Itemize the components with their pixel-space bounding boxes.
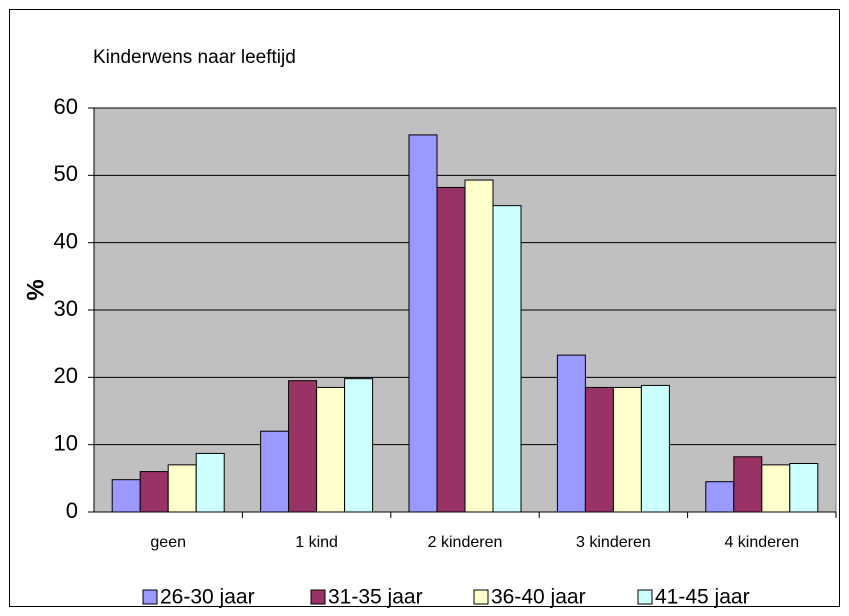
- bar: [111, 479, 141, 513]
- bar: [436, 186, 466, 513]
- legend-swatch: [142, 589, 158, 605]
- chart-title: Kinderwens naar leeftijd: [93, 47, 296, 68]
- bar: [260, 430, 290, 513]
- x-tick-label: 3 kinderen: [576, 534, 651, 551]
- y-tick-label: 10: [54, 430, 78, 455]
- x-tick-label: 1 kind: [295, 534, 338, 551]
- bar: [556, 354, 586, 513]
- bar: [316, 386, 346, 513]
- y-tick-label: 0: [66, 498, 78, 523]
- y-tick-label: 60: [54, 94, 78, 119]
- legend-label: 36-40 jaar: [491, 586, 586, 609]
- bar: [344, 378, 374, 513]
- bar: [195, 452, 225, 513]
- legend-label: 41-45 jaar: [655, 586, 750, 609]
- bar: [167, 464, 197, 513]
- bar: [288, 380, 318, 513]
- legend-label: 26-30 jaar: [160, 586, 255, 609]
- bar: [408, 134, 438, 513]
- bar: [733, 456, 763, 513]
- legend-swatch: [473, 589, 489, 605]
- y-tick-label: 20: [54, 363, 78, 388]
- bar: [640, 384, 670, 513]
- bar: [464, 179, 494, 513]
- x-tick-label: geen: [150, 534, 186, 551]
- bar: [705, 481, 735, 513]
- bar: [612, 386, 642, 513]
- y-axis-label: %: [22, 279, 49, 300]
- x-tick-label: 4 kinderen: [724, 534, 799, 551]
- bar: [584, 386, 614, 513]
- x-tick-label: 2 kinderen: [428, 534, 503, 551]
- legend-swatch: [310, 589, 326, 605]
- legend-swatch: [637, 589, 653, 605]
- y-tick-label: 50: [54, 161, 78, 186]
- bar: [492, 205, 522, 513]
- bar: [139, 471, 169, 513]
- bar: [761, 464, 791, 513]
- legend-label: 31-35 jaar: [328, 586, 423, 609]
- bar: [789, 463, 819, 513]
- y-tick-label: 40: [54, 228, 78, 253]
- y-tick-label: 30: [54, 296, 78, 321]
